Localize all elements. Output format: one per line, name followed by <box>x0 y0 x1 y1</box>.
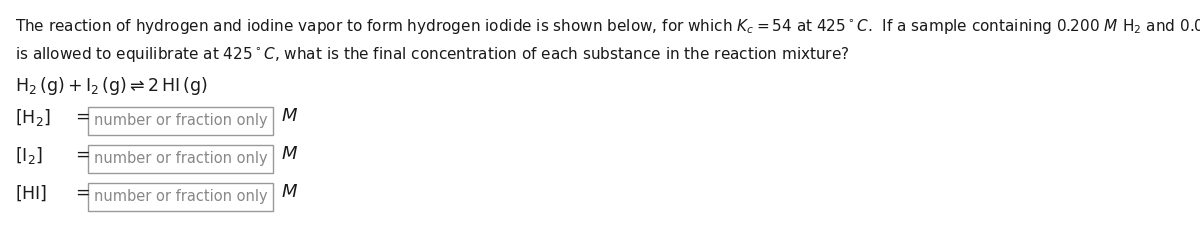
FancyBboxPatch shape <box>88 145 274 173</box>
Text: $=$: $=$ <box>72 107 90 125</box>
Text: $M$: $M$ <box>281 183 298 201</box>
Text: $[\mathrm{H_2}]$: $[\mathrm{H_2}]$ <box>14 107 50 128</box>
FancyBboxPatch shape <box>88 107 274 135</box>
Text: $[\mathrm{HI}]$: $[\mathrm{HI}]$ <box>14 183 47 202</box>
Text: $M$: $M$ <box>281 145 298 163</box>
Text: is allowed to equilibrate at $425^\circ C$, what is the final concentration of e: is allowed to equilibrate at $425^\circ … <box>14 45 850 64</box>
Text: number or fraction only: number or fraction only <box>94 114 268 128</box>
Text: $\mathrm{H_2\,(g) + I_2\,(g) \rightleftharpoons 2\,HI\,(g)}$: $\mathrm{H_2\,(g) + I_2\,(g) \rightlefth… <box>14 75 208 97</box>
Text: $[\mathrm{I_2}]$: $[\mathrm{I_2}]$ <box>14 145 43 166</box>
Text: $=$: $=$ <box>72 183 90 201</box>
Text: $M$: $M$ <box>281 107 298 125</box>
Text: $=$: $=$ <box>72 145 90 163</box>
Text: number or fraction only: number or fraction only <box>94 151 268 166</box>
Text: number or fraction only: number or fraction only <box>94 190 268 205</box>
FancyBboxPatch shape <box>88 183 274 211</box>
Text: The reaction of hydrogen and iodine vapor to form hydrogen iodide is shown below: The reaction of hydrogen and iodine vapo… <box>14 17 1200 36</box>
